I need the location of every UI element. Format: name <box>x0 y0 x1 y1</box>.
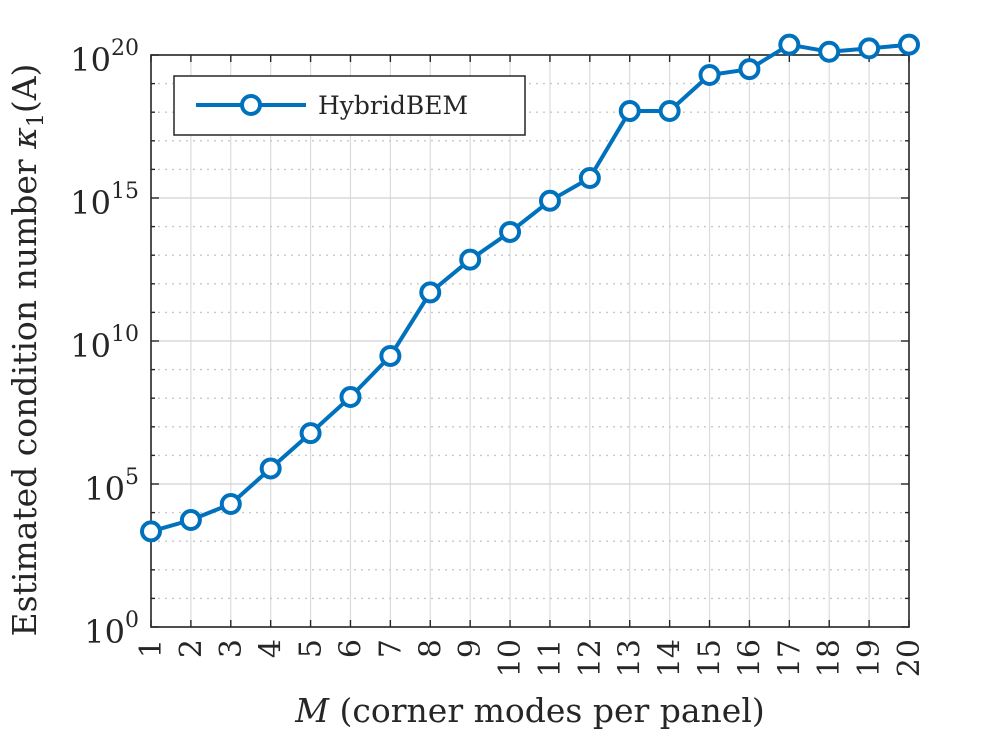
x-tick-label: 3 <box>214 639 249 658</box>
axes <box>150 54 910 628</box>
y-tick-exponent: 5 <box>125 465 139 490</box>
y-axis-label: Estimated condition number κ1(A) <box>5 64 49 637</box>
y-tick-label: 105 <box>84 465 139 508</box>
data-point <box>499 220 522 243</box>
x-tick-label: 4 <box>254 639 289 658</box>
legend-entry-label: HybridBEM <box>318 91 468 120</box>
data-point <box>299 422 322 445</box>
data-point <box>698 63 721 86</box>
series-layer <box>140 33 920 543</box>
x-tick-label: 8 <box>413 639 448 658</box>
x-tick-label: 11 <box>533 639 568 677</box>
data-point <box>219 492 242 515</box>
legend-marker <box>240 94 262 116</box>
y-axis-label-suffix: (A) <box>5 64 44 114</box>
data-point <box>658 100 681 123</box>
y-tick-label: 100 <box>84 608 139 651</box>
x-tick-label: 9 <box>453 639 488 658</box>
x-axis-label-rest: (corner modes per panel) <box>329 691 765 730</box>
y-tick-exponent: 15 <box>111 179 139 204</box>
data-point <box>618 100 641 123</box>
data-point <box>140 520 162 543</box>
y-tick-base: 10 <box>70 327 111 365</box>
data-point <box>738 58 761 81</box>
y-tick-base: 10 <box>70 184 111 222</box>
x-tick-label: 10 <box>493 639 528 677</box>
y-tick-base: 10 <box>84 613 125 651</box>
grid <box>150 54 910 628</box>
legend: HybridBEM <box>173 75 526 136</box>
y-axis-label-subscript: 1 <box>24 113 49 127</box>
x-tick-label: 19 <box>852 639 887 677</box>
x-axis-label-variable: M <box>294 691 330 730</box>
x-tick-label: 18 <box>812 639 847 677</box>
data-point <box>858 37 881 60</box>
y-tick-label: 1020 <box>70 36 139 79</box>
y-tick-exponent: 20 <box>111 36 139 61</box>
x-tick-label: 1 <box>134 639 169 658</box>
data-point <box>898 33 920 56</box>
x-tick-label: 7 <box>373 639 408 658</box>
y-axis-label-kappa: κ <box>5 127 44 150</box>
y-tick-label: 1015 <box>70 179 139 222</box>
data-point <box>778 33 801 56</box>
x-tick-label: 5 <box>294 639 329 658</box>
y-tick-base: 10 <box>70 41 111 79</box>
data-point <box>459 248 482 271</box>
data-point <box>538 189 561 212</box>
x-tick-label: 15 <box>693 639 728 677</box>
x-tick-label: 17 <box>772 639 807 677</box>
y-tick-base: 10 <box>84 470 125 508</box>
data-point <box>379 344 402 367</box>
y-tick-label: 1010 <box>70 322 139 365</box>
x-tick-label: 20 <box>892 639 927 677</box>
y-axis-label-prefix: Estimated condition number <box>5 149 44 637</box>
data-point <box>179 509 202 532</box>
data-point <box>259 457 282 480</box>
x-tick-label: 13 <box>613 639 648 677</box>
data-point <box>419 281 442 304</box>
data-point <box>578 167 601 190</box>
x-tick-label: 12 <box>573 639 608 677</box>
data-point <box>339 386 362 409</box>
data-point <box>818 40 841 63</box>
x-tick-label: 6 <box>333 639 368 658</box>
y-tick-exponent: 10 <box>111 322 139 347</box>
x-tick-label: 2 <box>174 639 209 658</box>
x-tick-label: 14 <box>653 639 688 677</box>
tick-labels: 1 2 3 4 5 6 7 8 9 10 11 12 13 14 15 16 17 18 19 20100105101… <box>70 36 927 677</box>
x-axis-label: M (corner modes per panel) <box>294 691 765 730</box>
x-tick-label: 16 <box>732 639 767 677</box>
y-tick-exponent: 0 <box>125 608 139 633</box>
